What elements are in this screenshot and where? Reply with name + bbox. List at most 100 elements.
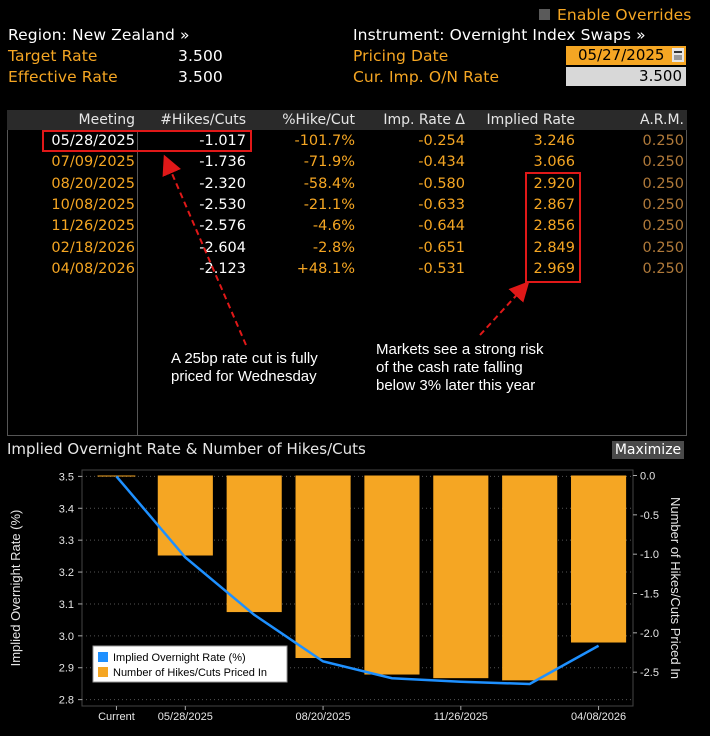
bar-2 [226, 475, 282, 613]
enable-overrides-label[interactable]: Enable Overrides [557, 6, 692, 24]
cell-arm: 0.250 [642, 218, 684, 235]
cell-pct-hike-cut: -2.8% [312, 239, 355, 256]
cell-meeting: 10/08/2025 [51, 196, 135, 213]
table-panel [7, 110, 687, 436]
cell-hikes-cuts: -2.530 [199, 196, 246, 213]
cell-hikes-cuts: -2.604 [199, 239, 246, 256]
y-tick-label: 3.2 [59, 567, 74, 579]
highlight-box-first-meeting [42, 130, 252, 152]
col-header-pct-hike-cut[interactable]: %Hike/Cut [282, 112, 355, 128]
cell-arm: 0.250 [642, 154, 684, 171]
cell-arm: 0.250 [642, 175, 684, 192]
cell-meeting: 11/26/2025 [51, 218, 135, 235]
y-tick-label: 3.4 [59, 503, 74, 515]
cell-pct-hike-cut: -58.4% [303, 175, 355, 192]
y-tick-label: 2.9 [59, 663, 74, 675]
x-tick-label: 08/20/2025 [296, 711, 351, 723]
y2-tick-label: -0.5 [640, 510, 659, 522]
y-axis-title: Implied Overnight Rate (%) [8, 510, 23, 667]
cell-arm: 0.250 [642, 239, 684, 256]
annotation-right-line2: of the cash rate falling [376, 359, 523, 376]
annotation-right: Markets see a strong risk of the cash ra… [376, 341, 544, 395]
highlight-box-implied-rates [525, 172, 581, 283]
bar-4 [364, 475, 420, 675]
cell-pct-hike-cut: -101.7% [294, 133, 355, 149]
bar-0 [97, 475, 136, 477]
enable-overrides-checkbox[interactable] [539, 9, 550, 20]
legend-swatch-bar [98, 667, 108, 677]
annotation-right-line1: Markets see a strong risk [376, 341, 544, 358]
x-tick-label: 05/28/2025 [158, 711, 213, 723]
arrow-left [162, 154, 247, 346]
y-tick-label: 3.5 [59, 471, 74, 483]
cell-meeting: 02/18/2026 [51, 239, 135, 256]
implied-rate-line [115, 475, 600, 686]
cell-implied-rate: 2.849 [533, 239, 575, 256]
cell-hikes-cuts: -2.123 [199, 260, 246, 277]
cell-arm: 0.250 [642, 260, 684, 277]
cell-imp-rate-delta: -0.633 [418, 196, 465, 213]
col-header-hikes-cuts[interactable]: #Hikes/Cuts [160, 112, 246, 128]
y2-tick-label: -2.0 [640, 628, 659, 640]
target-rate-value: 3.500 [178, 47, 223, 65]
cell-implied-rate: 3.246 [533, 133, 575, 149]
cell-imp-rate-delta: -0.434 [418, 154, 465, 171]
cell-pct-hike-cut: -71.9% [303, 154, 355, 171]
cur-imp-field[interactable]: 3.500 [566, 67, 686, 86]
y2-tick-label: -2.5 [640, 667, 659, 679]
effective-rate-label: Effective Rate [8, 68, 118, 86]
cell-arm: 0.250 [642, 196, 684, 213]
chart-panel-title: Implied Overnight Rate & Number of Hikes… [7, 440, 366, 458]
cell-pct-hike-cut: -4.6% [312, 218, 355, 235]
legend-swatch-line [98, 652, 108, 662]
annotation-left: A 25bp rate cut is fully priced for Wedn… [171, 350, 318, 386]
instrument-selector[interactable]: Instrument: Overnight Index Swaps » [353, 26, 646, 44]
bar-1 [157, 475, 213, 556]
col-header-implied-rate[interactable]: Implied Rate [486, 112, 575, 128]
legend-label-bar: Number of Hikes/Cuts Priced In [113, 667, 267, 679]
cell-hikes-cuts: -1.736 [199, 154, 246, 171]
arrow-right [479, 281, 530, 336]
cell-implied-rate: 3.066 [533, 154, 575, 171]
x-tick-label: 04/08/2026 [571, 711, 626, 723]
annotation-arrows [162, 154, 530, 346]
bar-6 [502, 475, 558, 681]
table-column-divider [137, 130, 138, 436]
cell-imp-rate-delta: -0.254 [418, 133, 465, 149]
col-header-arm[interactable]: A.R.M. [640, 112, 684, 128]
pricing-date-field[interactable]: 05/27/2025 [566, 46, 686, 65]
calendar-icon[interactable] [672, 48, 684, 62]
cell-pct-hike-cut: +48.1% [296, 260, 355, 277]
col-header-imp-rate-delta[interactable]: Imp. Rate Δ [383, 112, 465, 128]
cell-hikes-cuts: -2.320 [199, 175, 246, 192]
legend-box [92, 645, 288, 683]
cell-pct-hike-cut: -21.1% [303, 196, 355, 213]
bar-7 [571, 475, 627, 643]
y2-tick-label: -1.5 [640, 589, 659, 601]
effective-rate-value: 3.500 [178, 68, 223, 86]
cell-implied-rate: 2.867 [533, 196, 575, 213]
cell-hikes-cuts: -2.576 [199, 218, 246, 235]
y2-tick-label: -1.0 [640, 549, 659, 561]
target-rate-label: Target Rate [8, 47, 98, 65]
pricing-date-value: 05/27/2025 [578, 46, 665, 64]
maximize-button[interactable]: Maximize [612, 441, 684, 459]
cell-implied-rate: 2.856 [533, 218, 575, 235]
region-selector[interactable]: Region: New Zealand » [8, 26, 190, 44]
annotation-right-line3: below 3% later this year [376, 377, 536, 394]
annotation-left-line2: priced for Wednesday [171, 368, 317, 385]
bar-3 [295, 475, 351, 659]
cell-meeting: 08/20/2025 [51, 175, 135, 192]
cell-imp-rate-delta: -0.644 [418, 218, 465, 235]
cell-hikes-cuts: -1.017 [199, 133, 246, 149]
col-header-meeting[interactable]: Meeting [78, 112, 135, 128]
cur-imp-value: 3.500 [639, 67, 682, 85]
cell-imp-rate-delta: -0.580 [418, 175, 465, 192]
y2-axis-title: Number of Hikes/Cuts Priced In [668, 497, 683, 679]
legend-label-line: Implied Overnight Rate (%) [113, 652, 246, 664]
combo-chart: 3.5 3.4 3.3 3.2 3.1 3.0 2.9 2.8 0.0 -0.5 -1.0 -1.5 -… [8, 469, 683, 723]
y2-tick-label: 0.0 [640, 471, 655, 483]
y-tick-label: 3.1 [59, 599, 74, 611]
cell-meeting: 04/08/2026 [51, 260, 135, 277]
pricing-date-label: Pricing Date [353, 47, 449, 65]
